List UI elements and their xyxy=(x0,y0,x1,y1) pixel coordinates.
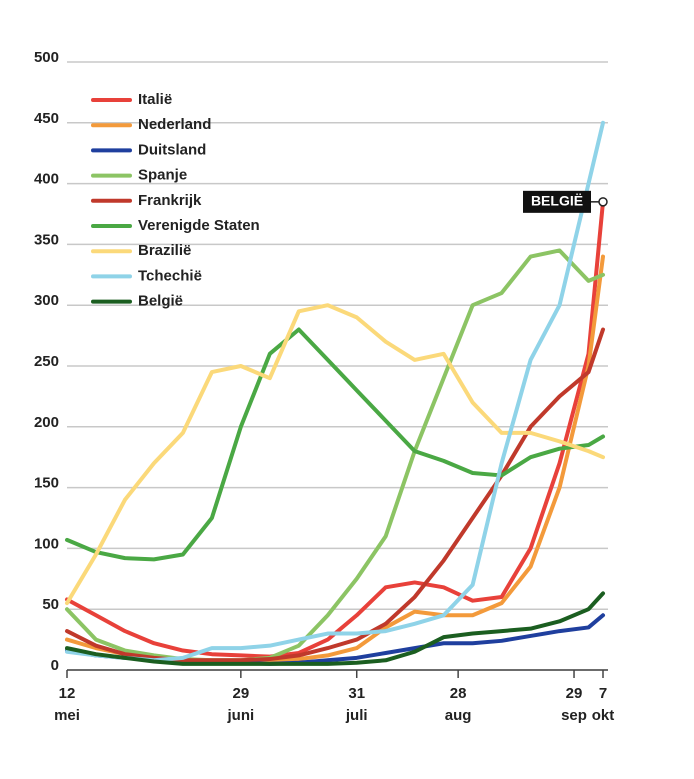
series-line xyxy=(65,591,605,666)
y-tick-label: 350 xyxy=(34,231,59,248)
y-tick-label: 450 xyxy=(34,110,59,127)
x-tick-label: 7 xyxy=(599,685,607,702)
series-line xyxy=(65,303,605,606)
x-tick-sublabel: okt xyxy=(592,707,615,724)
annotation-box xyxy=(523,190,591,213)
legend-label: België xyxy=(138,293,183,310)
y-tick-label: 50 xyxy=(42,596,59,613)
annotation-label: BELGIË xyxy=(531,193,583,209)
legend-label: Tchechië xyxy=(138,267,202,284)
series-line xyxy=(65,254,605,663)
x-tick-label: 12 xyxy=(59,685,76,702)
series-line xyxy=(65,327,605,562)
y-tick-label: 100 xyxy=(34,535,59,552)
y-tick-label: 200 xyxy=(34,414,59,431)
legend-label: Italië xyxy=(138,91,172,108)
x-tick-sublabel: juli xyxy=(345,707,368,724)
series-line xyxy=(65,327,605,663)
legend-label: Brazilië xyxy=(138,242,191,259)
x-tick-label: 28 xyxy=(450,685,467,702)
legend-label: Nederland xyxy=(138,116,211,133)
legend-label: Spanje xyxy=(138,167,187,184)
legend-label: Duitsland xyxy=(138,141,206,158)
y-tick-label: 300 xyxy=(34,292,59,309)
y-tick-label: 500 xyxy=(34,49,59,66)
legend-label: Verenigde Staten xyxy=(138,217,260,234)
x-tick-label: 31 xyxy=(348,685,365,702)
series-line xyxy=(65,248,605,663)
y-tick-label: 0 xyxy=(51,657,59,674)
y-tick-label: 150 xyxy=(34,475,59,492)
y-tick-label: 250 xyxy=(34,353,59,370)
annotation-marker xyxy=(598,197,608,207)
series-line xyxy=(65,199,605,659)
x-tick-label: 29 xyxy=(232,685,249,702)
x-tick-sublabel: sep xyxy=(561,707,587,724)
x-tick-label: 29 xyxy=(566,685,583,702)
series-line xyxy=(65,120,605,663)
y-tick-label: 400 xyxy=(34,171,59,188)
legend-label: Frankrijk xyxy=(138,192,202,209)
x-tick-sublabel: aug xyxy=(445,707,472,724)
x-tick-sublabel: juni xyxy=(227,707,255,724)
x-tick-sublabel: mei xyxy=(54,707,80,724)
